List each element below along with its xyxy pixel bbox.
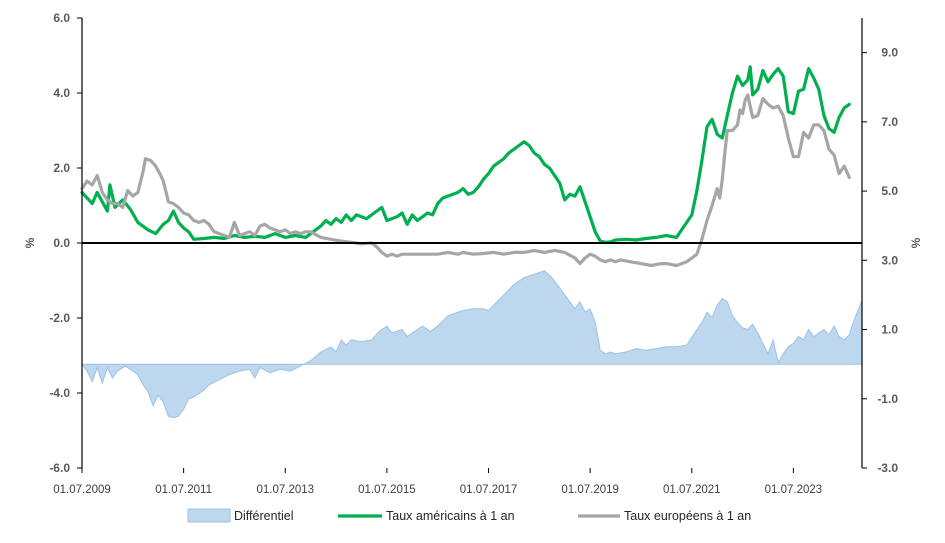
right-y-tick-label: 5.0 bbox=[881, 184, 898, 198]
x-tick-label: 01.07.2023 bbox=[765, 484, 823, 496]
left-y-tick-label: 0.0 bbox=[53, 236, 70, 250]
x-tick-label: 01.07.2019 bbox=[561, 484, 619, 496]
left-y-tick-label: 2.0 bbox=[53, 161, 70, 175]
left-y-tick-label: -6.0 bbox=[49, 461, 70, 475]
left-y-tick-label: 4.0 bbox=[53, 86, 70, 100]
right-y-tick-label: -1.0 bbox=[877, 392, 898, 406]
axes-layer: 6.0 4.0 2.0 0.0 -2.0 -4.0 -6.0 9.0 7.0 5.0 3.0 1.0 -… bbox=[23, 11, 923, 496]
right-y-tick-label: 9.0 bbox=[881, 46, 898, 60]
x-tick-label: 01.07.2011 bbox=[155, 484, 212, 496]
differentiel-area-layer bbox=[81, 270, 863, 419]
legend: Différentiel Taux américains à 1 an Taux e… bbox=[187, 508, 751, 523]
x-tick-label: 01.07.2021 bbox=[663, 484, 721, 496]
left-y-tick-label: -2.0 bbox=[49, 311, 70, 325]
left-y-tick-label: 6.0 bbox=[53, 11, 70, 25]
rate-lines-layer bbox=[80, 65, 851, 268]
right-y-axis-label: % bbox=[909, 237, 923, 248]
right-y-tick-label: 7.0 bbox=[881, 115, 898, 129]
left-y-tick-label: -4.0 bbox=[49, 386, 70, 400]
x-tick-label: 01.07.2013 bbox=[256, 484, 314, 496]
x-tick-label: 01.07.2009 bbox=[53, 484, 111, 496]
series-area-differentiel bbox=[81, 270, 863, 419]
right-y-tick-label: -3.0 bbox=[877, 461, 898, 475]
right-y-tick-label: 3.0 bbox=[881, 253, 898, 267]
legend-label-differentiel: Différentiel bbox=[234, 509, 294, 523]
series-line-taux-europeens bbox=[80, 93, 851, 268]
left-y-axis-label: % bbox=[23, 237, 37, 248]
legend-swatch-differentiel bbox=[187, 508, 231, 523]
x-tick-label: 01.07.2017 bbox=[460, 484, 518, 496]
legend-label-taux-americains: Taux américains à 1 an bbox=[386, 509, 515, 523]
legend-label-taux-europeens: Taux européens à 1 an bbox=[624, 509, 751, 523]
right-y-tick-label: 1.0 bbox=[881, 323, 898, 337]
series-line-taux-americains bbox=[80, 65, 851, 244]
x-tick-label: 01.07.2015 bbox=[358, 484, 416, 496]
